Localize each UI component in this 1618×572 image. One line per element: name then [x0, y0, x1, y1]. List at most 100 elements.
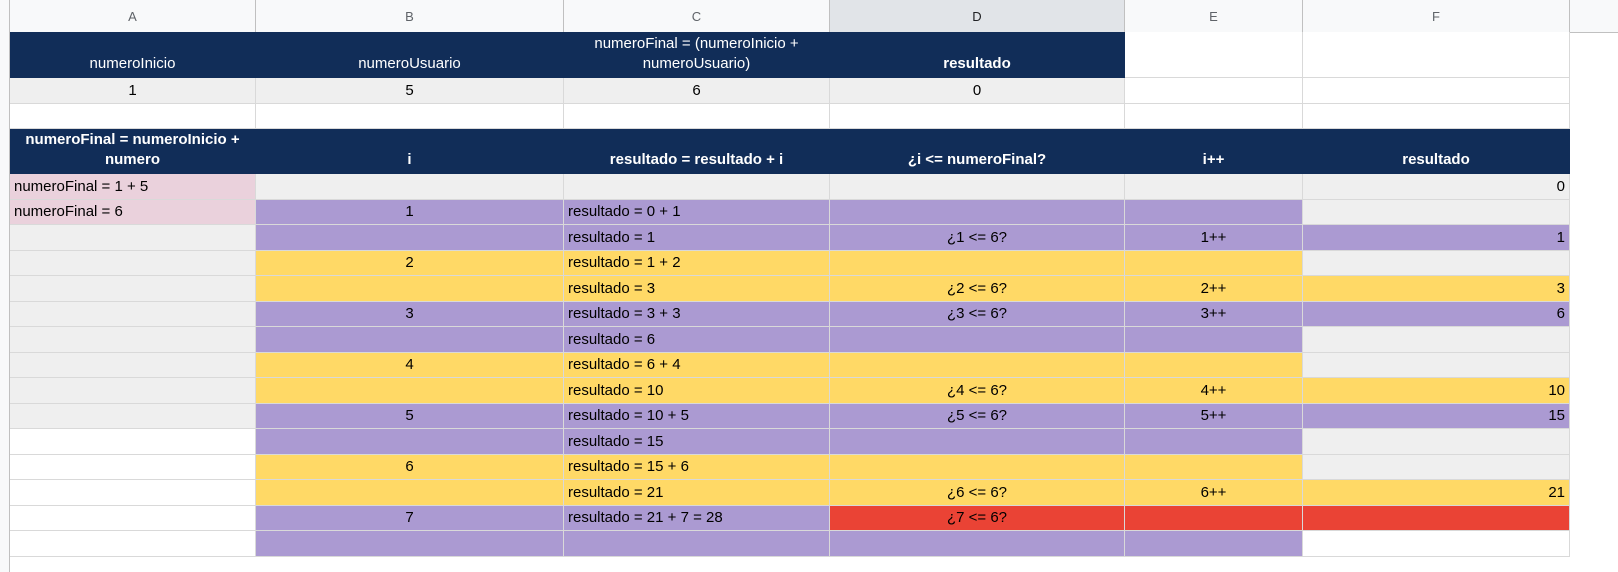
- loop-cell-c[interactable]: resultado = 0 + 1: [564, 200, 830, 225]
- loop-header-cell-a[interactable]: numeroFinal = numeroInicio + numero: [10, 129, 256, 174]
- loop-cell-d[interactable]: [830, 251, 1125, 276]
- top-header-cell-a[interactable]: numeroInicio: [10, 32, 256, 78]
- loop-cell-d[interactable]: ¿4 <= 6?: [830, 378, 1125, 404]
- loop-cell-d[interactable]: ¿5 <= 6?: [830, 404, 1125, 429]
- loop-cell-c[interactable]: resultado = 10 + 5: [564, 404, 830, 429]
- loop-cell-a[interactable]: [10, 429, 256, 455]
- loop-cell-a[interactable]: [10, 302, 256, 327]
- loop-cell-b[interactable]: [256, 429, 564, 455]
- loop-cell-e[interactable]: 5++: [1125, 404, 1303, 429]
- loop-cell-e[interactable]: [1125, 174, 1303, 200]
- loop-cell-c[interactable]: resultado = 21 + 7 = 28: [564, 506, 830, 531]
- loop-cell-b[interactable]: 7: [256, 506, 564, 531]
- loop-cell-a[interactable]: [10, 251, 256, 276]
- cell-f2[interactable]: [1303, 78, 1570, 104]
- loop-cell-c[interactable]: resultado = 1: [564, 225, 830, 251]
- loop-cell-d[interactable]: [830, 327, 1125, 353]
- empty-cell-row3[interactable]: [256, 104, 564, 129]
- empty-cell-row3[interactable]: [10, 104, 256, 129]
- loop-cell-d[interactable]: ¿1 <= 6?: [830, 225, 1125, 251]
- loop-cell-f[interactable]: [1303, 200, 1570, 225]
- loop-cell-c[interactable]: resultado = 21: [564, 480, 830, 506]
- loop-cell-c[interactable]: resultado = 3: [564, 276, 830, 302]
- loop-cell-a[interactable]: [10, 225, 256, 251]
- empty-cell-row3[interactable]: [830, 104, 1125, 129]
- loop-cell-c[interactable]: resultado = 15: [564, 429, 830, 455]
- loop-cell-b[interactable]: [256, 531, 564, 557]
- loop-cell-d[interactable]: [830, 200, 1125, 225]
- loop-cell-a[interactable]: [10, 404, 256, 429]
- loop-cell-b[interactable]: 5: [256, 404, 564, 429]
- loop-cell-d[interactable]: ¿7 <= 6?: [830, 506, 1125, 531]
- loop-cell-e[interactable]: [1125, 506, 1303, 531]
- loop-cell-a[interactable]: [10, 276, 256, 302]
- loop-cell-c[interactable]: resultado = 15 + 6: [564, 455, 830, 480]
- loop-cell-a[interactable]: [10, 327, 256, 353]
- loop-cell-d[interactable]: [830, 429, 1125, 455]
- loop-cell-e[interactable]: [1125, 455, 1303, 480]
- loop-cell-d[interactable]: ¿2 <= 6?: [830, 276, 1125, 302]
- top-header-cell-c[interactable]: numeroFinal = (numeroInicio + numeroUsua…: [564, 32, 830, 78]
- loop-cell-d[interactable]: ¿3 <= 6?: [830, 302, 1125, 327]
- loop-cell-e[interactable]: 2++: [1125, 276, 1303, 302]
- top-value-cell-d[interactable]: 0: [830, 78, 1125, 104]
- top-header-cell-b[interactable]: numeroUsuario: [256, 32, 564, 78]
- loop-cell-e[interactable]: 6++: [1125, 480, 1303, 506]
- loop-cell-f[interactable]: 15: [1303, 404, 1570, 429]
- loop-cell-f[interactable]: [1303, 531, 1570, 557]
- loop-header-cell-f[interactable]: resultado: [1303, 129, 1570, 174]
- loop-cell-b[interactable]: [256, 480, 564, 506]
- empty-cell-row3[interactable]: [564, 104, 830, 129]
- loop-cell-c[interactable]: [564, 531, 830, 557]
- select-all-corner[interactable]: [0, 0, 10, 32]
- loop-cell-b[interactable]: 3: [256, 302, 564, 327]
- loop-cell-f[interactable]: [1303, 455, 1570, 480]
- loop-cell-a[interactable]: [10, 353, 256, 378]
- loop-cell-f[interactable]: 10: [1303, 378, 1570, 404]
- column-header-a[interactable]: A: [10, 0, 256, 32]
- loop-cell-e[interactable]: [1125, 429, 1303, 455]
- loop-cell-f[interactable]: 6: [1303, 302, 1570, 327]
- column-header-f[interactable]: F: [1303, 0, 1570, 32]
- loop-cell-b[interactable]: 4: [256, 353, 564, 378]
- cell-f1[interactable]: [1303, 32, 1570, 78]
- top-header-cell-d[interactable]: resultado: [830, 32, 1125, 78]
- loop-header-cell-d[interactable]: ¿i <= numeroFinal?: [830, 129, 1125, 174]
- loop-cell-f[interactable]: [1303, 353, 1570, 378]
- loop-cell-a[interactable]: numeroFinal = 6: [10, 200, 256, 225]
- loop-cell-b[interactable]: [256, 174, 564, 200]
- loop-header-cell-c[interactable]: resultado = resultado + i: [564, 129, 830, 174]
- loop-cell-a[interactable]: [10, 506, 256, 531]
- loop-cell-d[interactable]: [830, 455, 1125, 480]
- loop-cell-e[interactable]: 1++: [1125, 225, 1303, 251]
- top-value-cell-b[interactable]: 5: [256, 78, 564, 104]
- loop-cell-a[interactable]: [10, 531, 256, 557]
- top-value-cell-a[interactable]: 1: [10, 78, 256, 104]
- loop-cell-a[interactable]: [10, 378, 256, 404]
- loop-cell-c[interactable]: resultado = 6 + 4: [564, 353, 830, 378]
- row-header-gutter[interactable]: [0, 32, 10, 572]
- loop-cell-e[interactable]: [1125, 200, 1303, 225]
- loop-cell-c[interactable]: resultado = 3 + 3: [564, 302, 830, 327]
- loop-cell-d[interactable]: ¿6 <= 6?: [830, 480, 1125, 506]
- top-value-cell-c[interactable]: 6: [564, 78, 830, 104]
- loop-cell-e[interactable]: [1125, 251, 1303, 276]
- loop-cell-b[interactable]: [256, 276, 564, 302]
- loop-cell-b[interactable]: 6: [256, 455, 564, 480]
- loop-cell-a[interactable]: [10, 480, 256, 506]
- loop-cell-b[interactable]: 1: [256, 200, 564, 225]
- loop-cell-e[interactable]: [1125, 327, 1303, 353]
- empty-cell-row3[interactable]: [1303, 104, 1570, 129]
- loop-cell-e[interactable]: [1125, 531, 1303, 557]
- loop-header-cell-e[interactable]: i++: [1125, 129, 1303, 174]
- loop-cell-d[interactable]: [830, 174, 1125, 200]
- column-header-d[interactable]: D: [830, 0, 1125, 32]
- loop-cell-a[interactable]: numeroFinal = 1 + 5: [10, 174, 256, 200]
- loop-cell-b[interactable]: [256, 225, 564, 251]
- loop-cell-e[interactable]: [1125, 353, 1303, 378]
- loop-cell-c[interactable]: resultado = 1 + 2: [564, 251, 830, 276]
- loop-cell-f[interactable]: 0: [1303, 174, 1570, 200]
- loop-cell-d[interactable]: [830, 531, 1125, 557]
- loop-cell-e[interactable]: 4++: [1125, 378, 1303, 404]
